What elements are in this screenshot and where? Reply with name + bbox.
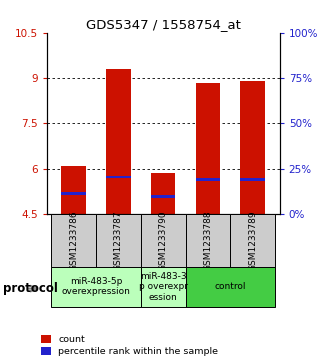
Bar	[141, 214, 185, 267]
Bar	[96, 214, 141, 267]
Text: GSM1233787: GSM1233787	[114, 210, 123, 271]
Bar	[240, 178, 265, 180]
Bar	[141, 267, 185, 307]
Text: protocol: protocol	[3, 282, 58, 295]
Text: miR-483-5p
overexpression: miR-483-5p overexpression	[62, 277, 130, 297]
Text: GSM1233790: GSM1233790	[159, 210, 168, 271]
Bar	[51, 214, 96, 267]
Bar	[185, 267, 275, 307]
Bar	[196, 178, 220, 180]
Legend: count, percentile rank within the sample: count, percentile rank within the sample	[41, 335, 218, 356]
Text: GSM1233786: GSM1233786	[69, 210, 78, 271]
Bar	[240, 81, 265, 214]
Bar	[151, 195, 175, 198]
Bar	[196, 83, 220, 214]
Title: GDS5347 / 1558754_at: GDS5347 / 1558754_at	[86, 19, 241, 32]
Text: GSM1233788: GSM1233788	[203, 210, 212, 271]
Bar	[230, 214, 275, 267]
Text: GSM1233789: GSM1233789	[248, 210, 257, 271]
Bar	[51, 267, 141, 307]
Text: miR-483-3
p overexpr
ession: miR-483-3 p overexpr ession	[139, 272, 188, 302]
Bar	[106, 176, 131, 179]
Bar	[185, 214, 230, 267]
Bar	[151, 174, 175, 214]
Bar	[61, 166, 86, 214]
Text: control: control	[215, 282, 246, 291]
Bar	[106, 69, 131, 214]
Bar	[61, 192, 86, 195]
